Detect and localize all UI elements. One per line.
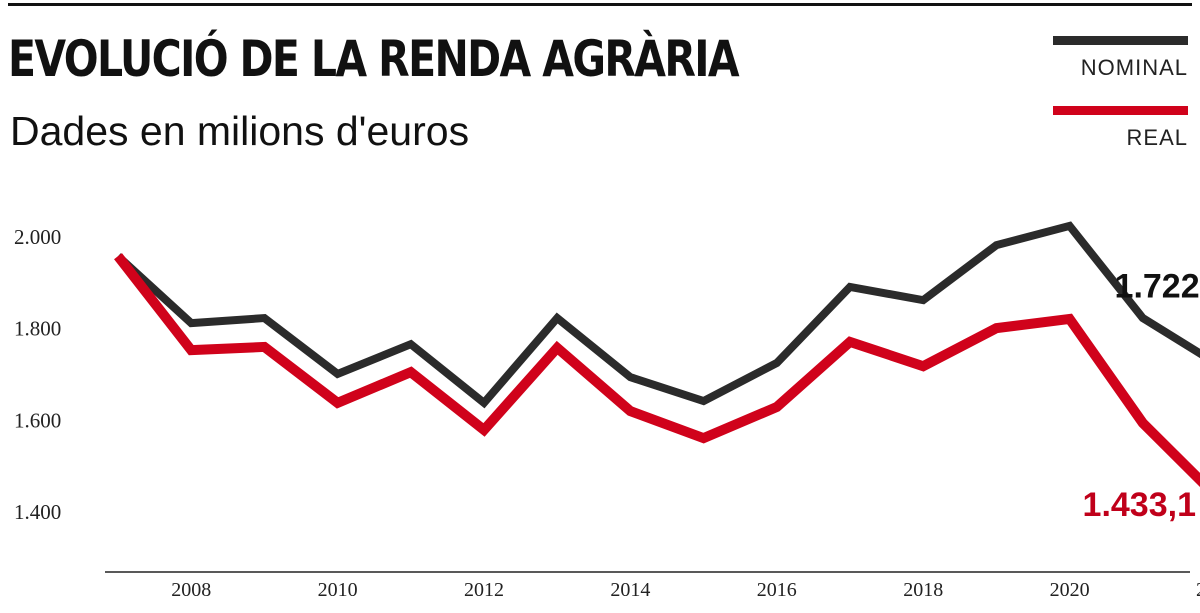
y-tick-label: 2.000	[14, 225, 61, 249]
chart-title: EVOLUCIÓ DE LA RENDA AGRÀRIA	[8, 30, 740, 88]
series-line-nominal	[115, 221, 1200, 409]
legend-nominal: NOMINAL	[1053, 36, 1188, 81]
x-tick-label: 2016	[757, 579, 797, 601]
x-tick-label: 2014	[610, 579, 650, 601]
series-line-real	[114, 253, 1200, 487]
x-tick-label: 2020	[1050, 579, 1090, 601]
legend-label-real: REAL	[1126, 125, 1188, 150]
end-value-label: 1.722,1	[1115, 267, 1200, 305]
chart-subtitle: Dades en milions d'euros	[10, 108, 470, 154]
legend-swatch-real	[1053, 106, 1188, 115]
x-tick-label: 2010	[318, 579, 358, 601]
legend-swatch-nominal	[1053, 36, 1188, 45]
x-tick-label: 2008	[171, 579, 211, 601]
y-tick-label: 1.600	[14, 408, 61, 432]
x-tick-label: 2022	[1196, 579, 1200, 601]
x-tick-label: 2018	[903, 579, 943, 601]
legend-label-nominal: NOMINAL	[1080, 55, 1188, 80]
x-tick-label: 2012	[464, 579, 504, 601]
y-tick-label: 1.400	[14, 500, 61, 524]
top-rule	[8, 3, 1192, 6]
legend-real: REAL	[1053, 106, 1188, 151]
end-value-label: 1.433,1	[1083, 486, 1196, 524]
y-tick-label: 1.800	[14, 317, 61, 341]
